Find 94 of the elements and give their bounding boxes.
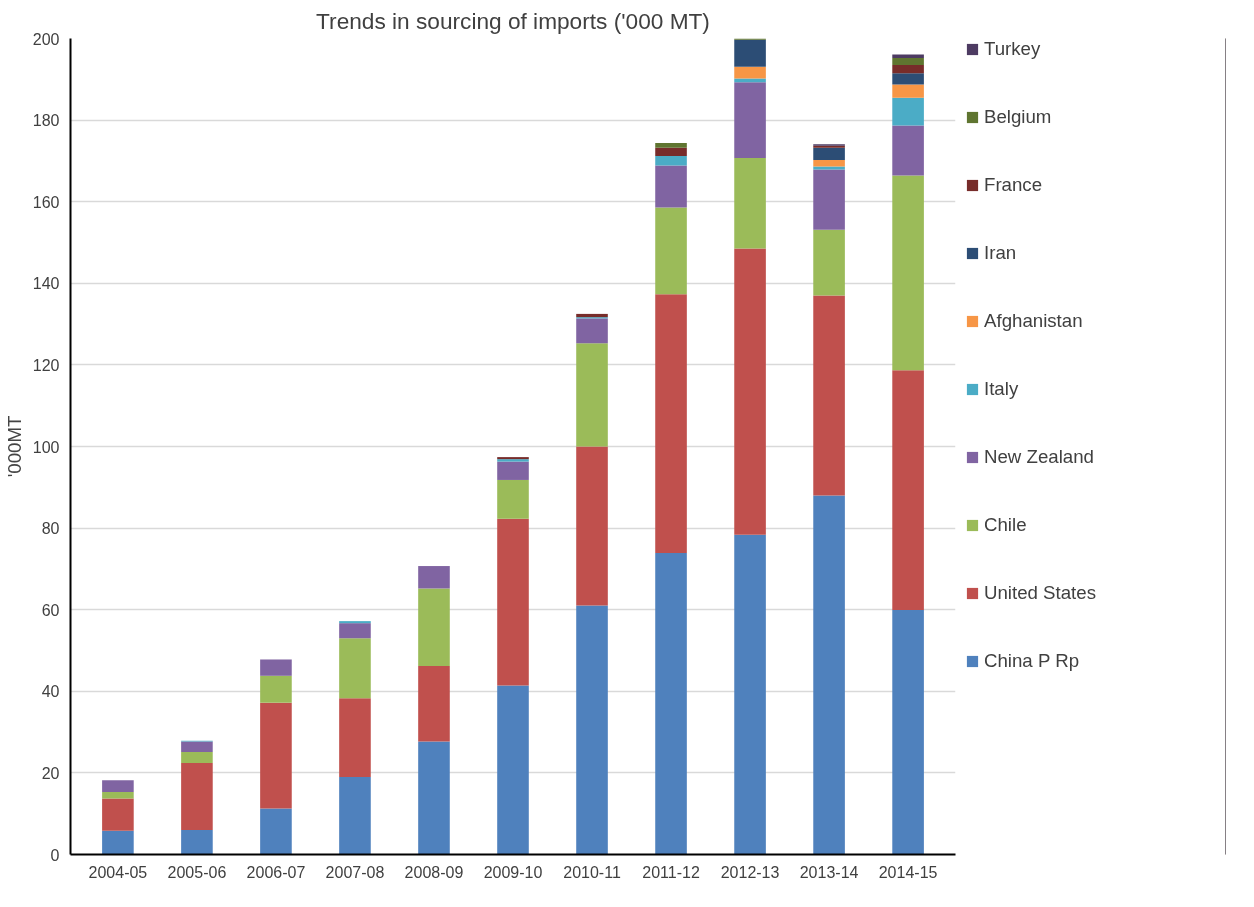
bar [497, 518, 529, 686]
x-tick-label: 2007-08 [325, 863, 385, 881]
bar [734, 78, 766, 83]
x-tick-label: 2004-05 [88, 863, 148, 881]
x-tick-label: 2011-12 [642, 863, 700, 881]
bar [892, 54, 924, 59]
bar [497, 685, 529, 855]
bar [181, 763, 213, 831]
y-tick-label: 20 [41, 764, 60, 782]
legend-label: Turkey [984, 38, 1041, 60]
bar [339, 698, 371, 777]
bar [497, 461, 529, 480]
bar [734, 534, 766, 855]
x-tick-label: 2014-15 [878, 863, 938, 881]
bar [655, 294, 687, 553]
bar [892, 125, 924, 176]
bar [576, 446, 608, 606]
bar [892, 610, 924, 855]
bar [655, 207, 687, 295]
bar [813, 495, 845, 855]
y-tick-label: 100 [32, 438, 60, 456]
legend-label: New Zealand [984, 446, 1094, 468]
legend-label: Afghanistan [984, 310, 1083, 332]
x-tick-label: 2013-14 [799, 863, 859, 881]
bar [813, 295, 845, 496]
bar [892, 175, 924, 371]
bar [339, 776, 371, 855]
bar [813, 147, 845, 161]
bar [102, 830, 134, 855]
bar [655, 142, 687, 148]
bar [734, 248, 766, 535]
bar [813, 229, 845, 296]
y-tick-label: 140 [32, 275, 60, 293]
bar [655, 165, 687, 208]
legend-label: France [984, 174, 1043, 196]
legend-label: Belgium [984, 106, 1052, 128]
bar [418, 566, 450, 589]
bar [734, 39, 766, 67]
bar [734, 82, 766, 159]
bar [339, 621, 371, 624]
bar [655, 552, 687, 855]
legend-label: Iran [984, 242, 1017, 264]
y-tick-label: 40 [41, 683, 60, 701]
bar [260, 808, 292, 855]
bar [892, 73, 924, 85]
bar [102, 780, 134, 793]
legend-label: Italy [984, 378, 1019, 400]
y-axis-title: '000MT [3, 415, 25, 478]
bar [418, 666, 450, 742]
bar [260, 702, 292, 809]
y-tick-label: 160 [32, 193, 60, 211]
legend-label: China P Rp [984, 650, 1080, 672]
bar [813, 160, 845, 167]
bar [576, 343, 608, 447]
bar [576, 318, 608, 344]
bar [260, 659, 292, 676]
bar [892, 58, 924, 66]
y-tick-label: 0 [50, 846, 60, 864]
bar [260, 675, 292, 703]
bar [892, 84, 924, 98]
bar [655, 156, 687, 166]
bar [418, 741, 450, 855]
bar [734, 66, 766, 79]
y-tick-label: 200 [32, 30, 60, 48]
bar [892, 65, 924, 74]
bar [102, 792, 134, 799]
bar [892, 370, 924, 611]
y-tick-label: 180 [32, 112, 60, 130]
y-tick-label: 60 [41, 601, 60, 619]
x-tick-label: 2005-06 [167, 863, 227, 881]
bar [655, 147, 687, 156]
bar [734, 158, 766, 249]
x-tick-label: 2008-09 [404, 863, 464, 881]
bar [181, 752, 213, 764]
bar [576, 605, 608, 855]
bar [339, 623, 371, 639]
x-tick-label: 2010-11 [563, 863, 621, 881]
y-tick-label: 80 [41, 520, 60, 538]
chart-title: Trends in sourcing of imports ('000 MT) [316, 7, 710, 34]
bar [892, 97, 924, 126]
bar [181, 830, 213, 855]
bar [102, 798, 134, 831]
legend-label: Chile [984, 514, 1027, 536]
bar [418, 588, 450, 666]
x-tick-label: 2012-13 [720, 863, 780, 881]
bar [339, 638, 371, 699]
y-tick-label: 120 [32, 356, 60, 374]
legend-label: United States [984, 582, 1097, 604]
x-tick-label: 2006-07 [246, 863, 306, 881]
x-tick-label: 2009-10 [483, 863, 543, 881]
bar [813, 169, 845, 230]
bar [181, 741, 213, 753]
bar [576, 313, 608, 318]
bar [497, 479, 529, 519]
